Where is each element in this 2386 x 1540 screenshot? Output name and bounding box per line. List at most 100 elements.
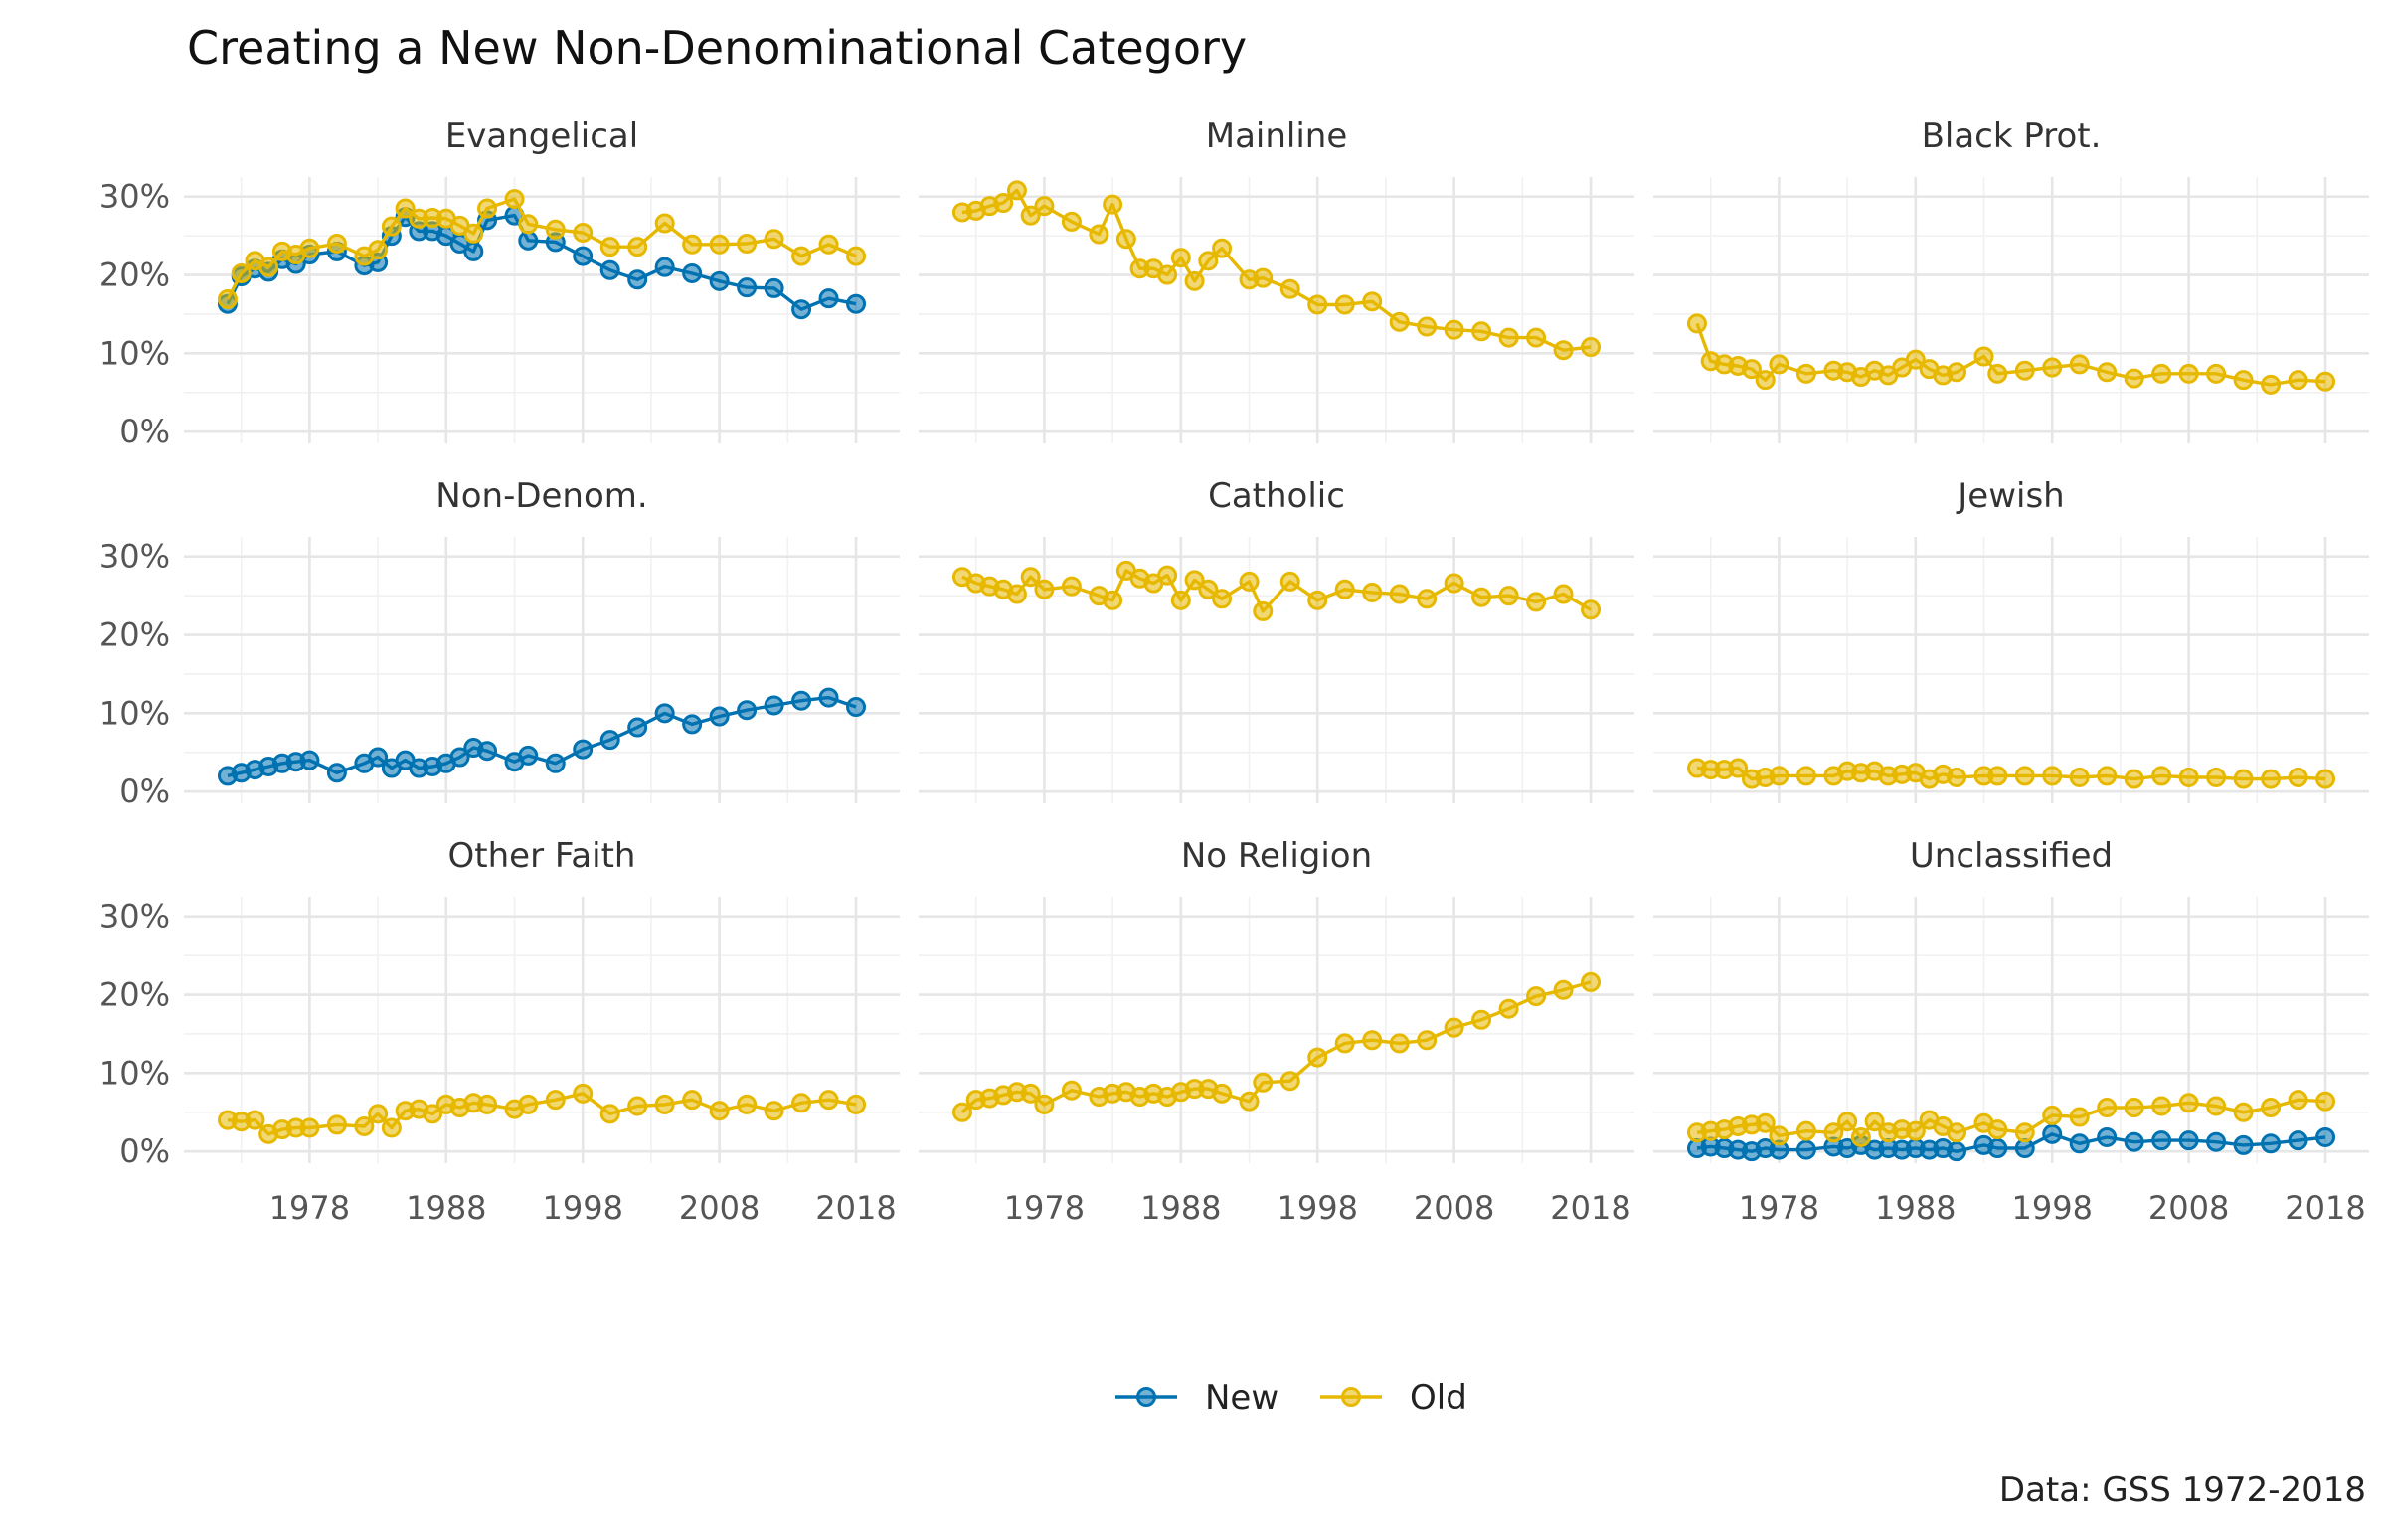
data-point bbox=[1444, 319, 1464, 340]
data-point bbox=[518, 1094, 539, 1114]
data-point bbox=[2233, 1102, 2254, 1122]
data-point bbox=[1198, 251, 1219, 271]
data-point bbox=[1103, 590, 1123, 610]
data-point bbox=[2151, 363, 2172, 384]
series-new bbox=[1686, 1123, 2336, 1162]
data-point bbox=[1755, 1112, 1776, 1133]
data-point bbox=[1947, 362, 1967, 383]
data-point bbox=[2288, 767, 2308, 787]
facet-title: Unclassified bbox=[1910, 836, 2113, 876]
data-point bbox=[2261, 1133, 2282, 1154]
x-tick-label: 1988 bbox=[1140, 1189, 1221, 1227]
data-point bbox=[1417, 316, 1438, 337]
y-tick-label: 20% bbox=[99, 257, 170, 294]
series-line bbox=[961, 569, 1592, 613]
data-point bbox=[791, 690, 812, 711]
data-point bbox=[654, 213, 675, 234]
data-point bbox=[2315, 371, 2336, 392]
data-point bbox=[2261, 374, 2282, 395]
data-point bbox=[1553, 340, 1574, 361]
facet-title: Catholic bbox=[1208, 476, 1345, 516]
data-point bbox=[368, 240, 389, 260]
data-point bbox=[2315, 769, 2336, 789]
series-old bbox=[217, 1083, 867, 1144]
data-point bbox=[709, 234, 730, 255]
data-point bbox=[326, 1114, 347, 1135]
data-point bbox=[1362, 1030, 1383, 1051]
data-point bbox=[1553, 979, 1574, 1000]
x-tick-label: 2008 bbox=[1414, 1189, 1494, 1227]
data-point bbox=[1741, 359, 1762, 380]
data-point bbox=[1755, 370, 1776, 391]
data-point bbox=[627, 1096, 648, 1116]
data-point bbox=[2178, 1130, 2199, 1151]
x-tick-label: 1978 bbox=[1004, 1189, 1085, 1227]
series-line bbox=[226, 197, 857, 300]
legend-item-new: New bbox=[1115, 1378, 1278, 1418]
facet-title: Other Faith bbox=[448, 836, 636, 876]
data-point bbox=[1444, 573, 1464, 594]
data-point bbox=[1581, 337, 1602, 358]
y-tick-label: 0% bbox=[119, 772, 170, 810]
data-point bbox=[2261, 769, 2282, 789]
data-point bbox=[1362, 291, 1383, 312]
data-point bbox=[818, 234, 839, 255]
data-point bbox=[1020, 205, 1041, 226]
data-point bbox=[818, 1090, 839, 1111]
data-point bbox=[1987, 1138, 2008, 1159]
data-point bbox=[2014, 766, 2035, 786]
data-point bbox=[545, 753, 566, 773]
data-point bbox=[1498, 998, 1519, 1019]
y-tick-label: 30% bbox=[99, 898, 170, 936]
data-point bbox=[1526, 592, 1547, 612]
data-point bbox=[381, 216, 402, 237]
data-point bbox=[1795, 766, 1816, 786]
x-tick-label: 2018 bbox=[2285, 1189, 2365, 1227]
data-point bbox=[2151, 1130, 2172, 1151]
data-point bbox=[1034, 196, 1055, 217]
data-point bbox=[846, 697, 867, 718]
x-tick-label: 2018 bbox=[815, 1189, 896, 1227]
x-tick-label: 1978 bbox=[269, 1189, 350, 1227]
data-point bbox=[599, 259, 620, 280]
data-point bbox=[2315, 1091, 2336, 1112]
data-point bbox=[682, 714, 703, 735]
data-point bbox=[2206, 363, 2227, 384]
data-point bbox=[599, 237, 620, 257]
series-line bbox=[1696, 1132, 2326, 1153]
data-point bbox=[1837, 1112, 1858, 1132]
data-point bbox=[1212, 589, 1233, 609]
facet-panel: Catholic bbox=[919, 476, 1634, 803]
data-point bbox=[737, 1094, 758, 1114]
data-point bbox=[1212, 238, 1233, 258]
data-point bbox=[2206, 1131, 2227, 1152]
data-point bbox=[1987, 766, 2008, 786]
facet-panel: Jewish bbox=[1653, 476, 2369, 803]
facet-panels: Evangelical 0% 10% 20% 30% Mainline Black Prot… bbox=[99, 116, 2369, 1227]
data-point bbox=[1239, 571, 1260, 592]
data-point bbox=[1581, 971, 1602, 992]
facet-panel: No Religion 1978 1988 1998 2008 2018 bbox=[919, 836, 1634, 1227]
data-point bbox=[1795, 1139, 1816, 1160]
data-point bbox=[518, 745, 539, 766]
data-point bbox=[1864, 1112, 1885, 1132]
series-new bbox=[217, 687, 867, 786]
data-point bbox=[2151, 1096, 2172, 1116]
legend-label: New bbox=[1205, 1378, 1278, 1418]
data-point bbox=[709, 1101, 730, 1121]
data-point bbox=[258, 257, 279, 277]
data-point bbox=[1553, 584, 1574, 604]
data-point bbox=[1307, 1047, 1328, 1068]
data-point bbox=[1157, 264, 1178, 285]
data-point bbox=[299, 238, 320, 258]
data-point bbox=[737, 234, 758, 254]
data-point bbox=[951, 1102, 972, 1122]
data-point bbox=[299, 750, 320, 770]
legend-label: Old bbox=[1410, 1378, 1467, 1418]
data-point bbox=[627, 269, 648, 290]
data-point bbox=[1334, 294, 1355, 315]
data-point bbox=[1253, 1072, 1274, 1093]
data-point bbox=[1973, 346, 1994, 367]
data-point bbox=[791, 299, 812, 320]
